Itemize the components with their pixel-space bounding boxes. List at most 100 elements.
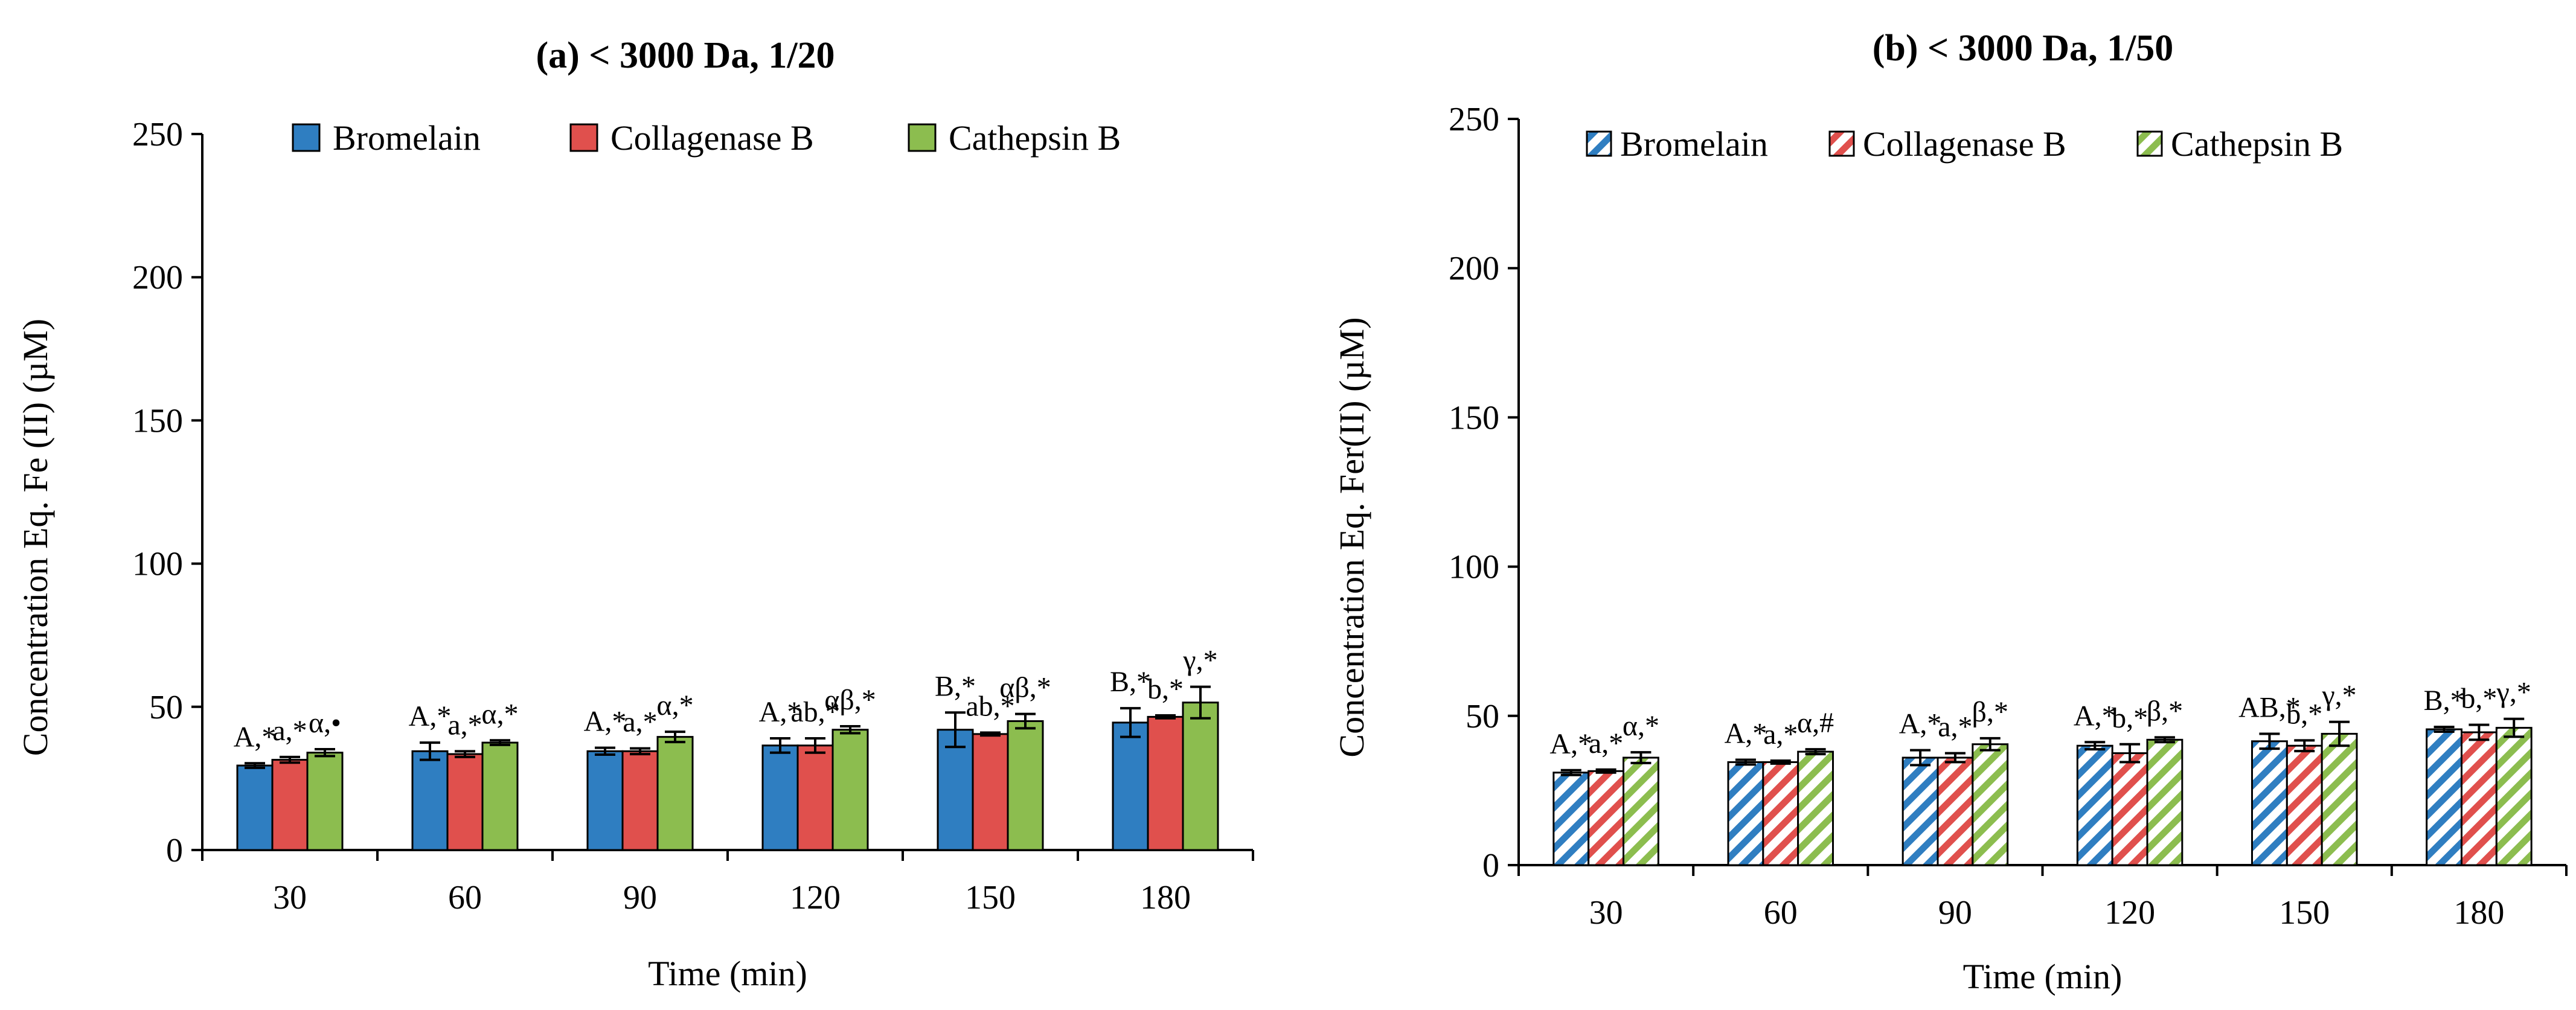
data-label: A,* [1899, 708, 1942, 740]
bar-bromelain-150 [2251, 740, 2288, 866]
data-label: α,* [656, 689, 693, 721]
legend-label-bromelain: Bromelain [333, 118, 481, 158]
data-label: A,* [2074, 700, 2116, 732]
data-label: ab,* [790, 696, 839, 728]
bar-collagenase-150 [972, 733, 1009, 851]
bar-bromelain-30 [236, 764, 274, 851]
y-axis-title: Concentration Eq. Fe (II) (µM) [16, 319, 55, 756]
chart-panel-b: (b) < 3000 Da, 1/5005010015020025030A,*a… [1332, 28, 2568, 996]
x-tick-label: 120 [2104, 894, 2155, 932]
x-tick-label: 150 [2279, 894, 2330, 932]
y-tick-label: 0 [166, 832, 183, 869]
data-label: a,* [1589, 727, 1623, 759]
y-tick-label: 250 [132, 116, 183, 153]
data-label: b,* [2112, 702, 2148, 734]
legend-label-bromelain: Bromelain [1620, 124, 1768, 164]
data-label: A,* [1549, 728, 1592, 760]
data-label: αβ,* [999, 672, 1051, 704]
x-tick-label: 90 [1938, 894, 1972, 932]
data-label: AB,* [2238, 691, 2301, 723]
data-label: A,* [584, 706, 627, 738]
chart-title: (a) < 3000 Da, 1/20 [536, 35, 835, 76]
x-tick-label: 90 [623, 879, 657, 916]
data-label: γ,* [2321, 680, 2356, 712]
y-tick-label: 150 [132, 402, 183, 439]
bar-cathepsin-180 [2495, 727, 2533, 866]
y-tick-label: 200 [1449, 250, 1499, 287]
bar-collagenase-180 [1147, 715, 1184, 851]
y-tick-label: 50 [149, 689, 183, 726]
x-tick-label: 60 [1764, 894, 1798, 932]
bar-bromelain-60 [1727, 761, 1764, 866]
legend-label-cathepsin: Cathepsin B [2171, 124, 2343, 164]
bar-cathepsin-150 [1007, 720, 1044, 851]
x-tick-label: 180 [1140, 879, 1191, 916]
bar-bromelain-30 [1552, 772, 1590, 866]
bar-collagenase-30 [1588, 770, 1625, 866]
y-tick-label: 0 [1482, 847, 1499, 884]
x-tick-label: 150 [965, 879, 1016, 916]
bar-cathepsin-90 [1972, 743, 2009, 866]
legend-label-collagenase: Collagenase B [610, 118, 814, 158]
bar-collagenase-180 [2461, 731, 2498, 866]
bar-bromelain-120 [761, 744, 799, 851]
data-label: a,* [447, 709, 482, 741]
legend-swatch-bromelain [292, 123, 321, 152]
legend-label-collagenase: Collagenase B [1863, 124, 2066, 164]
bar-collagenase-150 [2286, 744, 2323, 866]
bar-cathepsin-30 [1623, 756, 1659, 866]
y-tick-label: 50 [1466, 698, 1499, 735]
bar-cathepsin-60 [481, 741, 519, 851]
x-axis-title: Time (min) [1963, 957, 2123, 996]
data-label: a,* [1938, 711, 1972, 743]
data-label: α,• [309, 707, 341, 739]
data-label: A,* [759, 696, 802, 728]
data-label: b,* [2286, 698, 2322, 730]
bar-collagenase-90 [621, 750, 659, 851]
y-tick-label: 100 [132, 546, 183, 583]
data-label: α,* [1623, 710, 1659, 742]
data-label: β,* [1972, 696, 2008, 728]
data-label: αβ,* [824, 684, 876, 716]
bar-bromelain-90 [1902, 756, 1939, 866]
x-tick-label: 180 [2453, 894, 2504, 932]
data-label: B,* [935, 670, 976, 702]
data-label: A,* [409, 700, 452, 732]
data-label: A,* [1725, 717, 1767, 749]
y-axis-title: Concentration Eq. Fer(II) (µM) [1332, 317, 1371, 757]
x-tick-label: 30 [1589, 894, 1623, 932]
bar-bromelain-180 [1112, 721, 1149, 851]
data-label: b,* [2461, 683, 2497, 715]
data-label: A,* [234, 721, 277, 753]
bar-cathepsin-150 [2321, 732, 2358, 866]
data-label: a,* [623, 706, 657, 738]
data-label: β,* [2147, 695, 2183, 727]
legend-swatch-collagenase [1828, 130, 1855, 157]
y-tick-label: 200 [132, 259, 183, 296]
data-label: b,* [1147, 673, 1184, 705]
legend-swatch-cathepsin [908, 123, 937, 152]
bar-collagenase-120 [796, 744, 834, 851]
bar-cathepsin-60 [1797, 750, 1834, 866]
chart-title: (b) < 3000 Da, 1/50 [1873, 28, 2174, 69]
bar-collagenase-120 [2111, 752, 2148, 866]
x-tick-label: 60 [448, 879, 482, 916]
y-tick-label: 100 [1449, 549, 1499, 586]
legend-swatch-bromelain [1586, 130, 1612, 157]
bar-bromelain-180 [2426, 728, 2463, 866]
chart-panel-a: (a) < 3000 Da, 1/2005010015020025030A,*a… [16, 35, 1254, 993]
bar-bromelain-150 [937, 729, 974, 851]
data-label: α,* [481, 698, 518, 730]
bar-cathepsin-180 [1182, 702, 1219, 851]
bar-cathepsin-120 [831, 729, 869, 851]
y-tick-label: 150 [1449, 399, 1499, 436]
data-label: α,# [1797, 707, 1834, 739]
bar-collagenase-90 [1937, 756, 1974, 866]
data-label: a,* [1763, 718, 1798, 750]
bar-collagenase-60 [1762, 761, 1799, 866]
legend-swatch-collagenase [569, 123, 598, 152]
legend-label-cathepsin: Cathepsin B [949, 118, 1121, 158]
bar-bromelain-60 [411, 750, 449, 851]
data-label: ab,* [966, 690, 1014, 722]
